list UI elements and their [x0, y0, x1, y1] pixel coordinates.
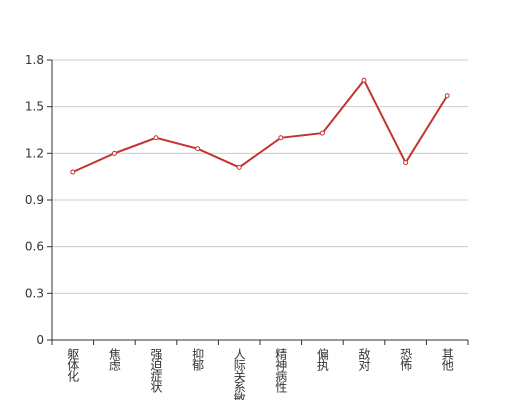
x-tick-label: 抑郁 — [191, 347, 205, 372]
y-tick-label: 1.8 — [25, 53, 44, 67]
x-tick-label: 焦虑 — [107, 348, 121, 371]
x-tick-label: 其他 — [440, 348, 454, 371]
point — [403, 160, 409, 166]
x-tick-label: 恐怖 — [399, 348, 413, 371]
point — [111, 150, 117, 156]
x-tick-label: 敌对 — [357, 347, 371, 371]
point — [319, 130, 325, 136]
point — [361, 77, 367, 83]
y-tick-label: 1.2 — [25, 146, 44, 160]
y-tick-label: 0.9 — [25, 193, 44, 207]
x-tick-label: 偏执 — [315, 347, 329, 372]
x-tick-label: 强迫症状 — [149, 348, 163, 393]
y-tick-label: 0.6 — [25, 240, 44, 254]
y-tick-label: 0 — [36, 333, 44, 347]
point — [278, 135, 284, 141]
line — [72, 78, 449, 173]
point — [70, 169, 76, 175]
point — [236, 164, 242, 170]
x-tick-label: 精神病性 — [274, 348, 288, 394]
point — [153, 135, 159, 141]
x-tick-label: 躯体化 — [66, 347, 80, 383]
y-tick-label: 0.3 — [25, 286, 44, 300]
point — [444, 93, 450, 99]
y-tick-label: 1.5 — [25, 100, 44, 114]
x-tick-label: 人际关系敏感 — [232, 348, 246, 400]
point — [195, 146, 201, 152]
